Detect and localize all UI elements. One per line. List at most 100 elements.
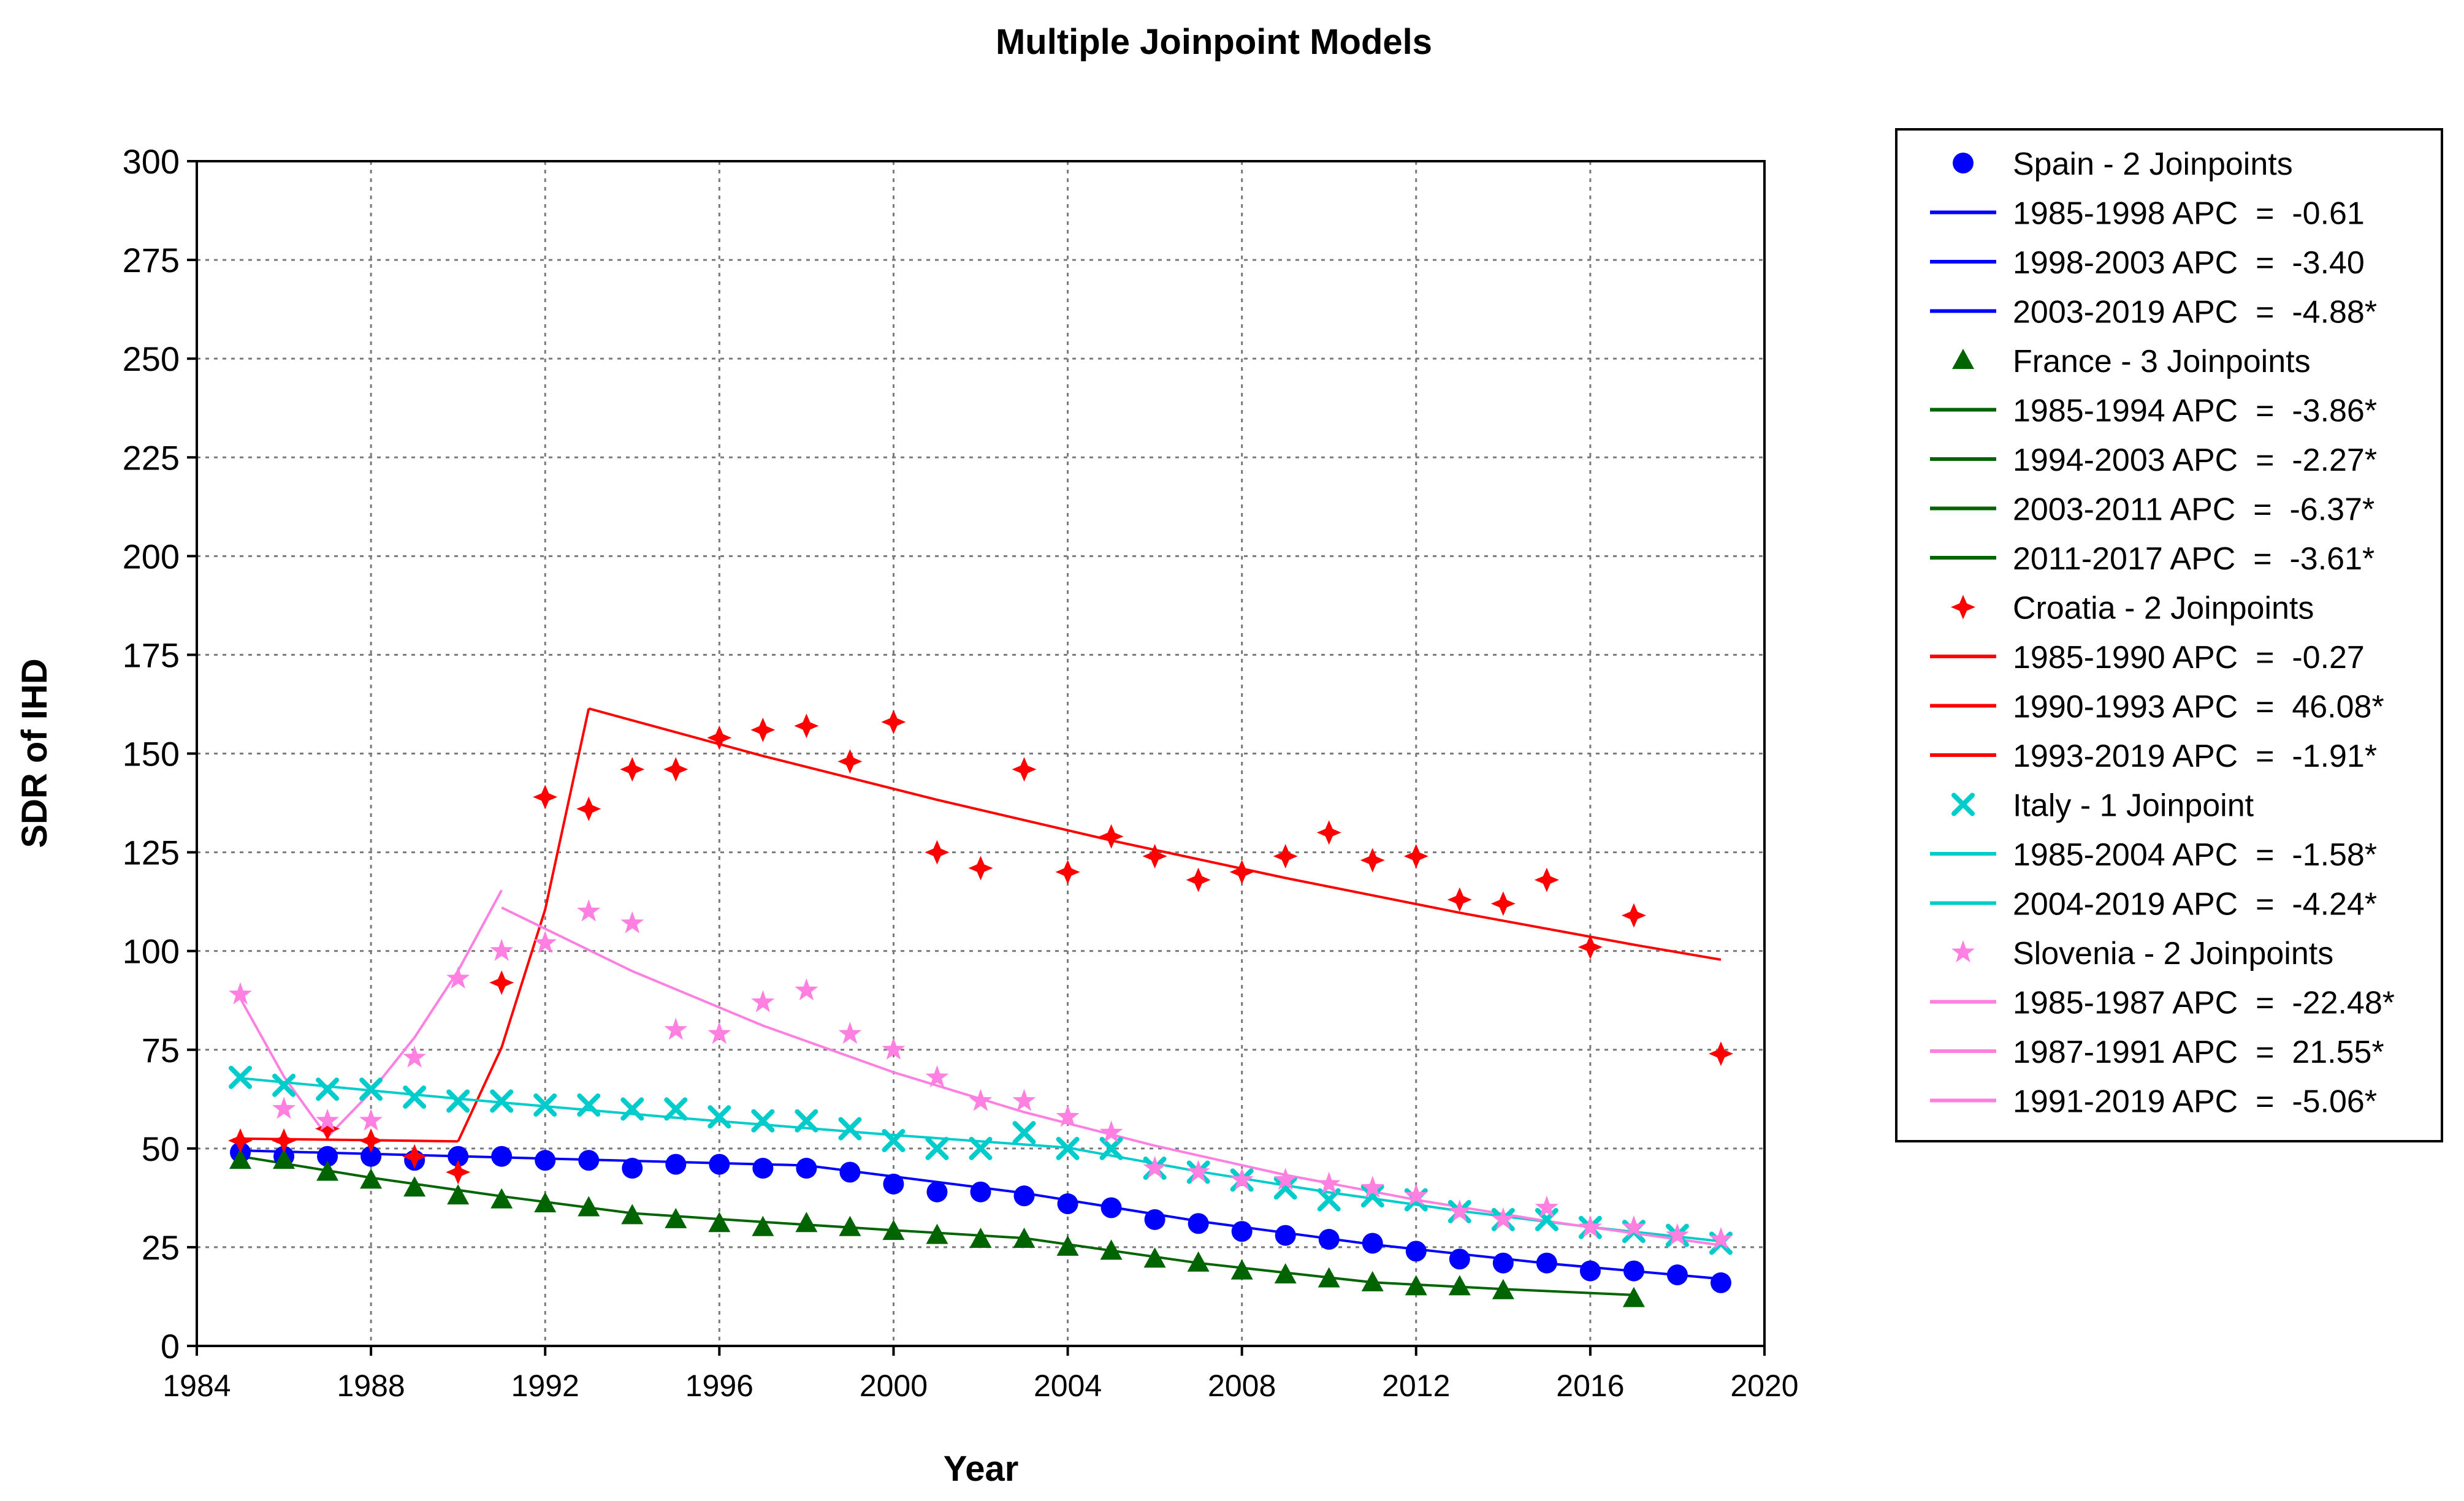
data-point <box>708 1022 731 1044</box>
data-point <box>533 930 557 953</box>
data-point <box>1709 1227 1733 1250</box>
data-point <box>1057 1193 1078 1215</box>
data-point <box>229 1065 253 1089</box>
data-point <box>490 1089 514 1113</box>
data-point <box>1143 1247 1166 1268</box>
data-point <box>448 1146 469 1167</box>
data-point <box>1360 848 1385 873</box>
data-point <box>316 1108 340 1131</box>
data-point <box>750 717 776 742</box>
data-point <box>578 1196 600 1217</box>
data-point <box>1099 1136 1123 1160</box>
data-point <box>1536 1252 1557 1274</box>
data-point <box>1490 891 1516 916</box>
y-tick-label: 275 <box>123 241 180 279</box>
data-point <box>1535 1207 1558 1231</box>
data-point <box>709 1153 730 1175</box>
data-point <box>316 1160 339 1181</box>
y-tick-label: 150 <box>123 735 180 773</box>
data-point <box>795 978 818 1001</box>
data-point <box>315 1116 340 1141</box>
data-point <box>1491 1207 1515 1229</box>
legend-marker <box>1951 940 1975 963</box>
data-point <box>1579 1260 1601 1282</box>
data-point <box>1229 859 1254 884</box>
data-point <box>752 1215 774 1236</box>
data-point <box>1012 1089 1036 1111</box>
data-point <box>1230 1168 1254 1190</box>
data-point <box>533 785 558 810</box>
x-tick-label: 2012 <box>1382 1369 1450 1403</box>
data-point <box>272 1096 296 1119</box>
x-tick-label: 1988 <box>337 1369 405 1403</box>
data-point <box>1143 1156 1167 1179</box>
legend-fit-label: 2003-2019 APC = -4.88* <box>2013 295 2377 330</box>
data-point <box>1316 820 1341 845</box>
y-tick-label: 0 <box>161 1327 180 1366</box>
data-point <box>273 1149 296 1169</box>
data-point <box>794 713 819 739</box>
data-point <box>882 1037 906 1060</box>
data-point <box>1449 1248 1470 1270</box>
data-point <box>1535 1195 1558 1218</box>
legend-series-label: Croatia - 2 Joinpoints <box>2013 591 2314 626</box>
data-point <box>1405 1241 1427 1262</box>
x-tick-label: 1992 <box>511 1369 579 1403</box>
legend-fit-label: 1998-2003 APC = -3.40 <box>2013 245 2365 281</box>
data-point <box>795 1212 818 1233</box>
data-point <box>577 1093 601 1117</box>
data-point <box>533 1093 557 1117</box>
legend-box <box>1895 128 2443 1142</box>
data-point <box>883 1173 904 1195</box>
data-point <box>403 1045 427 1068</box>
data-point <box>969 1228 992 1248</box>
data-point <box>1274 1263 1297 1284</box>
fit-line-4-0 <box>239 998 329 1138</box>
x-tick-label: 2020 <box>1730 1369 1798 1403</box>
data-point <box>1186 1160 1210 1182</box>
data-point <box>359 1128 384 1153</box>
data-point <box>1231 1221 1253 1242</box>
data-point <box>1318 1229 1340 1250</box>
data-point <box>1013 1228 1036 1248</box>
legend-marker <box>1953 153 1974 173</box>
data-point <box>882 1128 906 1152</box>
data-point <box>1186 867 1211 892</box>
data-point <box>926 1181 948 1203</box>
data-point <box>1055 859 1080 884</box>
data-point <box>489 970 514 995</box>
legend-series-label: Slovenia - 2 Joinpoints <box>2013 936 2333 971</box>
data-point <box>402 1144 427 1169</box>
fit-line-1-1 <box>632 1212 1024 1240</box>
data-point <box>490 938 514 961</box>
data-point <box>838 1022 862 1044</box>
data-point <box>1056 1235 1079 1256</box>
data-point <box>577 899 601 922</box>
data-point <box>1142 844 1167 869</box>
data-point <box>1362 1233 1383 1254</box>
data-point <box>1708 1041 1733 1066</box>
legend-marker <box>1951 792 1975 816</box>
y-tick-label: 175 <box>123 636 180 674</box>
data-point <box>491 1146 513 1167</box>
data-point <box>795 1109 818 1133</box>
data-point <box>925 1136 949 1160</box>
legend-fit-label: 1985-1990 APC = -0.27 <box>2013 640 2365 675</box>
data-point <box>881 709 906 734</box>
data-point <box>925 840 950 865</box>
data-point <box>664 1097 688 1121</box>
data-point <box>1317 1188 1341 1212</box>
data-point <box>969 1089 993 1111</box>
data-point <box>1188 1213 1209 1234</box>
data-point <box>1405 1275 1427 1296</box>
legend-fit-label: 2004-2019 APC = -4.24* <box>2013 887 2377 922</box>
data-point <box>1100 1197 1122 1218</box>
data-point <box>1666 1264 1688 1286</box>
fit-line-4-2 <box>501 906 1722 1247</box>
data-point <box>1403 844 1428 869</box>
data-point <box>839 1215 861 1236</box>
data-point <box>360 1168 383 1189</box>
data-point <box>968 856 993 881</box>
data-point <box>403 1085 427 1109</box>
